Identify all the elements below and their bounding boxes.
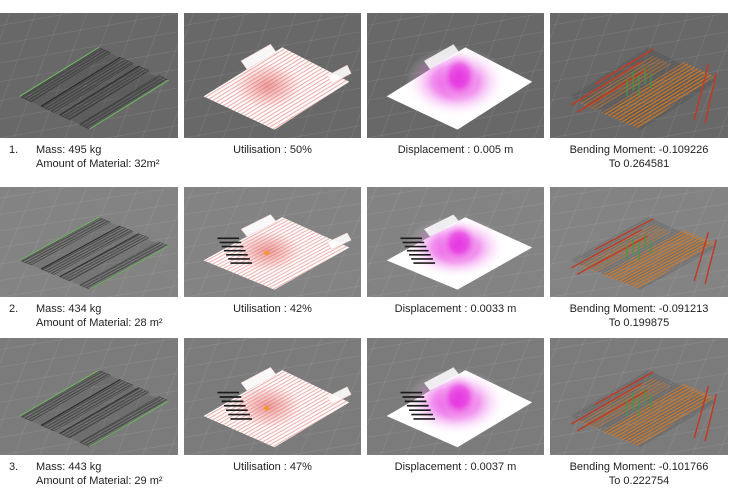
- caption-model-option3: 3. Mass: 443 kg Amount of Material: 29 m…: [0, 455, 178, 488]
- displacement-render: [367, 13, 544, 138]
- option-index: 1.: [9, 144, 19, 156]
- option-index: 3.: [9, 461, 19, 473]
- utilisation-value: Utilisation : 50%: [233, 144, 312, 156]
- bending-value-line2: To 0.199875: [608, 317, 670, 330]
- displacement-value: Displacement : 0.005 m: [397, 144, 514, 156]
- bending-value-line1: Bending Moment: -0.109226: [569, 144, 709, 156]
- displacement-value: Displacement : 0.0033 m: [394, 303, 517, 315]
- viewport-model-option1: [0, 13, 178, 138]
- viewport-bending-moment-option1: [550, 13, 728, 138]
- caption-displacement-option1: Displacement : 0.005 m: [367, 138, 544, 187]
- mass-label: Mass: 443 kg: [36, 461, 102, 473]
- option-index: 2.: [9, 303, 19, 315]
- caption-utilisation-option2: Utilisation : 42%: [184, 297, 361, 338]
- wireframe-render: [0, 187, 178, 297]
- bending-moment-render: [550, 13, 728, 138]
- utilisation-render: [184, 338, 361, 455]
- caption-model-option2: 2. Mass: 434 kg Amount of Material: 28 m…: [0, 297, 178, 338]
- material-label: Amount of Material: 32m²: [36, 158, 160, 171]
- displacement-value: Displacement : 0.0037 m: [394, 461, 517, 473]
- viewport-model-option2: [0, 187, 178, 297]
- viewport-bending-moment-option3: [550, 338, 728, 455]
- caption-model-option1: 1. Mass: 495 kg Amount of Material: 32m²: [0, 138, 178, 187]
- displacement-render: [367, 187, 544, 297]
- viewport-displacement-option2: [367, 187, 544, 297]
- viewport-displacement-option1: [367, 13, 544, 138]
- caption-utilisation-option1: Utilisation : 50%: [184, 138, 361, 187]
- bending-value-line1: Bending Moment: -0.101766: [569, 461, 709, 473]
- utilisation-render: [184, 13, 361, 138]
- utilisation-value: Utilisation : 42%: [233, 303, 312, 315]
- viewport-utilisation-option2: [184, 187, 361, 297]
- viewport-utilisation-option3: [184, 338, 361, 455]
- viewport-bending-moment-option2: [550, 187, 728, 297]
- viewport-model-option3: [0, 338, 178, 455]
- bending-value-line2: To 0.222754: [608, 475, 670, 488]
- wireframe-render: [0, 13, 178, 138]
- displacement-render: [367, 338, 544, 455]
- utilisation-value: Utilisation : 47%: [233, 461, 312, 473]
- bending-value-line2: To 0.264581: [608, 158, 670, 171]
- bending-moment-render: [550, 338, 728, 455]
- caption-displacement-option2: Displacement : 0.0033 m: [367, 297, 544, 338]
- mass-label: Mass: 434 kg: [36, 303, 102, 315]
- caption-bending-option3: Bending Moment: -0.101766 To 0.222754: [550, 455, 728, 488]
- wireframe-render: [0, 338, 178, 455]
- material-label: Amount of Material: 29 m²: [36, 475, 163, 488]
- comparison-grid: 1. Mass: 495 kg Amount of Material: 32m²…: [0, 13, 730, 488]
- viewport-utilisation-option1: [184, 13, 361, 138]
- caption-bending-option2: Bending Moment: -0.091213 To 0.199875: [550, 297, 728, 338]
- caption-displacement-option3: Displacement : 0.0037 m: [367, 455, 544, 488]
- caption-utilisation-option3: Utilisation : 47%: [184, 455, 361, 488]
- bending-value-line1: Bending Moment: -0.091213: [569, 303, 709, 315]
- caption-bending-option1: Bending Moment: -0.109226 To 0.264581: [550, 138, 728, 187]
- utilisation-render: [184, 187, 361, 297]
- material-label: Amount of Material: 28 m²: [36, 317, 163, 330]
- mass-label: Mass: 495 kg: [36, 144, 102, 156]
- bending-moment-render: [550, 187, 728, 297]
- viewport-displacement-option3: [367, 338, 544, 455]
